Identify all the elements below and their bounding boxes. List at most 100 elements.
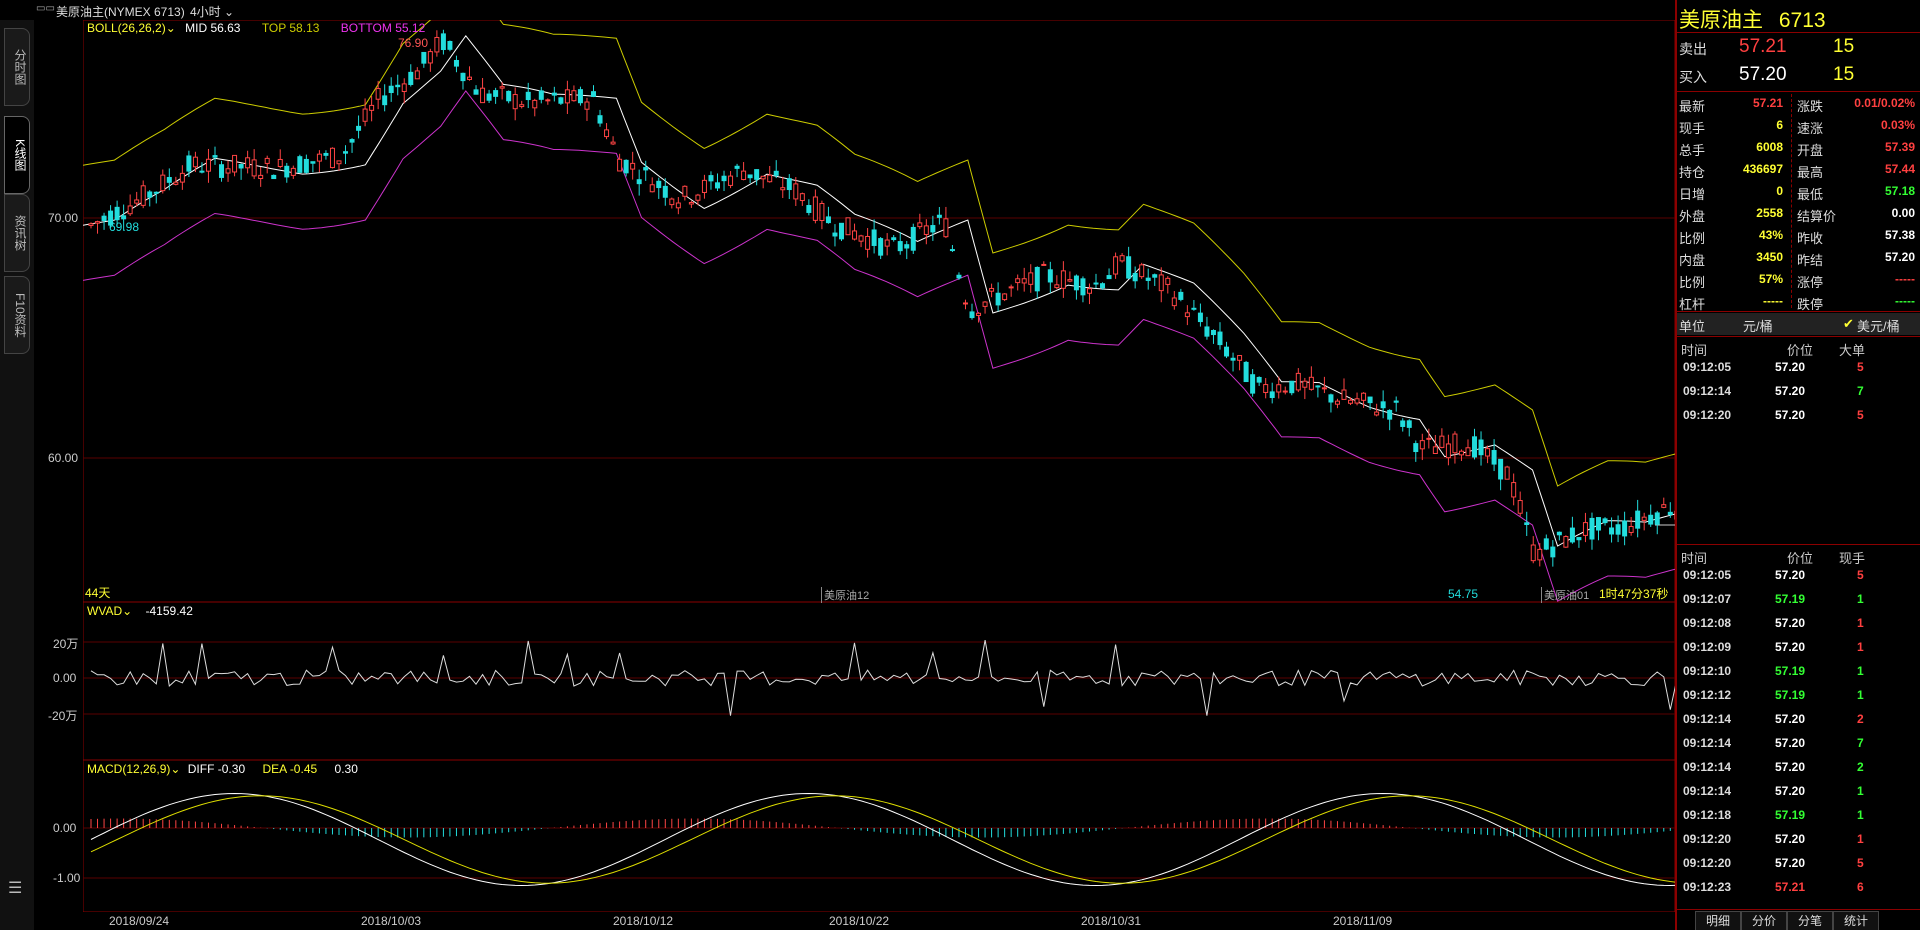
candle-body: [245, 157, 251, 169]
tick-row[interactable]: 09:12:20 57.20 1: [1677, 832, 1920, 852]
tab-f10-info[interactable]: F10资料: [4, 276, 30, 354]
big-order-row[interactable]: 09:12:14 57.20 7: [1677, 384, 1920, 404]
stat-label: 最高: [1797, 165, 1824, 180]
wvad-tick-bottom: -20万: [48, 709, 78, 723]
tab-time-chart[interactable]: 分时图: [4, 28, 30, 106]
tick-row[interactable]: 09:12:12 57.19 1: [1677, 688, 1920, 708]
row-qty: 1: [1857, 592, 1864, 606]
row-price: 57.20: [1775, 760, 1806, 774]
candle-body: [1263, 384, 1269, 393]
candle-body: [225, 168, 231, 174]
wvad-legend: WVAD⌄ -4159.42: [87, 604, 193, 618]
candle-body: [714, 182, 720, 189]
stat-value: 57.20: [1884, 250, 1915, 264]
stat-value: 57.18: [1884, 184, 1915, 198]
candle-body: [1498, 458, 1504, 480]
candle-body: [127, 205, 133, 215]
candle-body: [551, 92, 557, 96]
candle-body: [512, 94, 518, 110]
tick-row[interactable]: 09:12:09 57.20 1: [1677, 640, 1920, 660]
row-qty: 1: [1857, 832, 1864, 846]
row-time: 09:12:05: [1683, 360, 1732, 374]
tick-row[interactable]: 09:12:07 57.19 1: [1677, 592, 1920, 612]
tick-row[interactable]: 09:12:18 57.19 1: [1677, 808, 1920, 828]
candle-body: [1165, 277, 1171, 285]
chevron-down-icon: ⌄: [170, 762, 184, 776]
bid-qty: 15: [1833, 64, 1855, 85]
stat-row: 外盘 2558: [1677, 206, 1791, 226]
tab-price-split[interactable]: 分价: [1741, 911, 1787, 930]
col-price: 价位: [1787, 343, 1814, 358]
days-label: 44天: [85, 586, 111, 600]
candle-body: [734, 165, 740, 169]
candle-body: [1661, 504, 1667, 508]
bid-row[interactable]: 买入 57.20 15: [1677, 64, 1920, 90]
candle-body: [1308, 376, 1314, 390]
kline-chart-area[interactable]: 70.00 60.00 20万 0.00 -20万 0.00 -1.00 BOL…: [48, 0, 1719, 913]
tab-kline-chart[interactable]: K线图: [4, 116, 30, 194]
candle-body: [1406, 420, 1412, 428]
wvad-name[interactable]: WVAD: [87, 604, 123, 618]
macd-name[interactable]: MACD(12,26,9): [87, 762, 171, 776]
candle-body: [897, 241, 903, 252]
candle-body: [108, 210, 114, 226]
left-tab-bar: 分时图 K线图 资讯树 F10资料 ☰: [0, 20, 34, 930]
tick-row[interactable]: 09:12:20 57.20 5: [1677, 856, 1920, 876]
high-annotation: 76.90: [398, 36, 429, 50]
stat-label: 外盘: [1679, 209, 1706, 224]
row-price: 57.20: [1775, 712, 1806, 726]
unit-option-cny[interactable]: 元/桶: [1743, 319, 1773, 334]
candle-body: [832, 232, 838, 237]
stats-left: 最新 57.21 现手 6 总手 6008 持仓 436697 日增 0 外盘 2558 比例 43% 内盘…: [1677, 92, 1920, 312]
period-label: 4小时: [190, 5, 221, 19]
divider: [1677, 544, 1920, 545]
candle-body: [1276, 384, 1282, 393]
stat-row: 最低 57.18: [1795, 184, 1919, 204]
tick-row[interactable]: 09:12:08 57.20 1: [1677, 616, 1920, 636]
big-order-row[interactable]: 09:12:20 57.20 5: [1677, 408, 1920, 428]
ask-row[interactable]: 卖出 57.21 15: [1677, 36, 1920, 62]
tab-statistics[interactable]: 统计: [1833, 911, 1879, 930]
candle-body: [825, 216, 831, 224]
candle-body: [989, 287, 995, 292]
candle-body: [884, 239, 890, 247]
candle-body: [290, 167, 296, 176]
stat-row: 速涨 0.03%: [1795, 118, 1919, 138]
tick-row[interactable]: 09:12:23 57.21 6: [1677, 880, 1920, 900]
row-time: 09:12:08: [1683, 616, 1732, 630]
divider: [1677, 909, 1920, 910]
candle-body: [949, 249, 955, 252]
tick-row[interactable]: 09:12:14 57.20 7: [1677, 736, 1920, 756]
tick-row[interactable]: 09:12:14 57.20 1: [1677, 784, 1920, 804]
row-price: 57.20: [1775, 784, 1806, 798]
candle-body: [1067, 279, 1073, 282]
tab-news-tree[interactable]: 资讯树: [4, 194, 30, 272]
candle-body: [1269, 391, 1275, 398]
candle-body: [1635, 510, 1641, 529]
row-time: 09:12:10: [1683, 664, 1732, 678]
candle-body: [1439, 435, 1445, 448]
candle-body: [1041, 263, 1047, 266]
row-qty: 5: [1857, 568, 1864, 582]
candle-body: [121, 215, 127, 220]
stat-row: 昨收 57.38: [1795, 228, 1919, 248]
tick-row[interactable]: 09:12:14 57.20 2: [1677, 712, 1920, 732]
tick-row[interactable]: 09:12:05 57.20 5: [1677, 568, 1920, 588]
boll-name[interactable]: BOLL(26,26,2): [87, 21, 166, 35]
date-label: 2018/10/03: [361, 914, 422, 928]
divider: [1677, 311, 1920, 312]
period-selector[interactable]: 4小时 ⌄: [190, 3, 234, 20]
candle-body: [1615, 524, 1621, 535]
stat-row: 最新 57.21: [1677, 96, 1791, 116]
menu-list-icon[interactable]: ☰: [8, 880, 23, 897]
row-qty: 1: [1857, 664, 1864, 678]
candle-body: [147, 191, 153, 198]
big-order-row[interactable]: 09:12:05 57.20 5: [1677, 360, 1920, 380]
tab-detail[interactable]: 明细: [1695, 911, 1741, 930]
tick-row[interactable]: 09:12:14 57.20 2: [1677, 760, 1920, 780]
candle-body: [1054, 284, 1060, 289]
tab-ticks[interactable]: 分笔: [1787, 911, 1833, 930]
candle-body: [1302, 380, 1308, 388]
tick-row[interactable]: 09:12:10 57.19 1: [1677, 664, 1920, 684]
unit-option-usd[interactable]: 美元/桶: [1857, 319, 1900, 334]
